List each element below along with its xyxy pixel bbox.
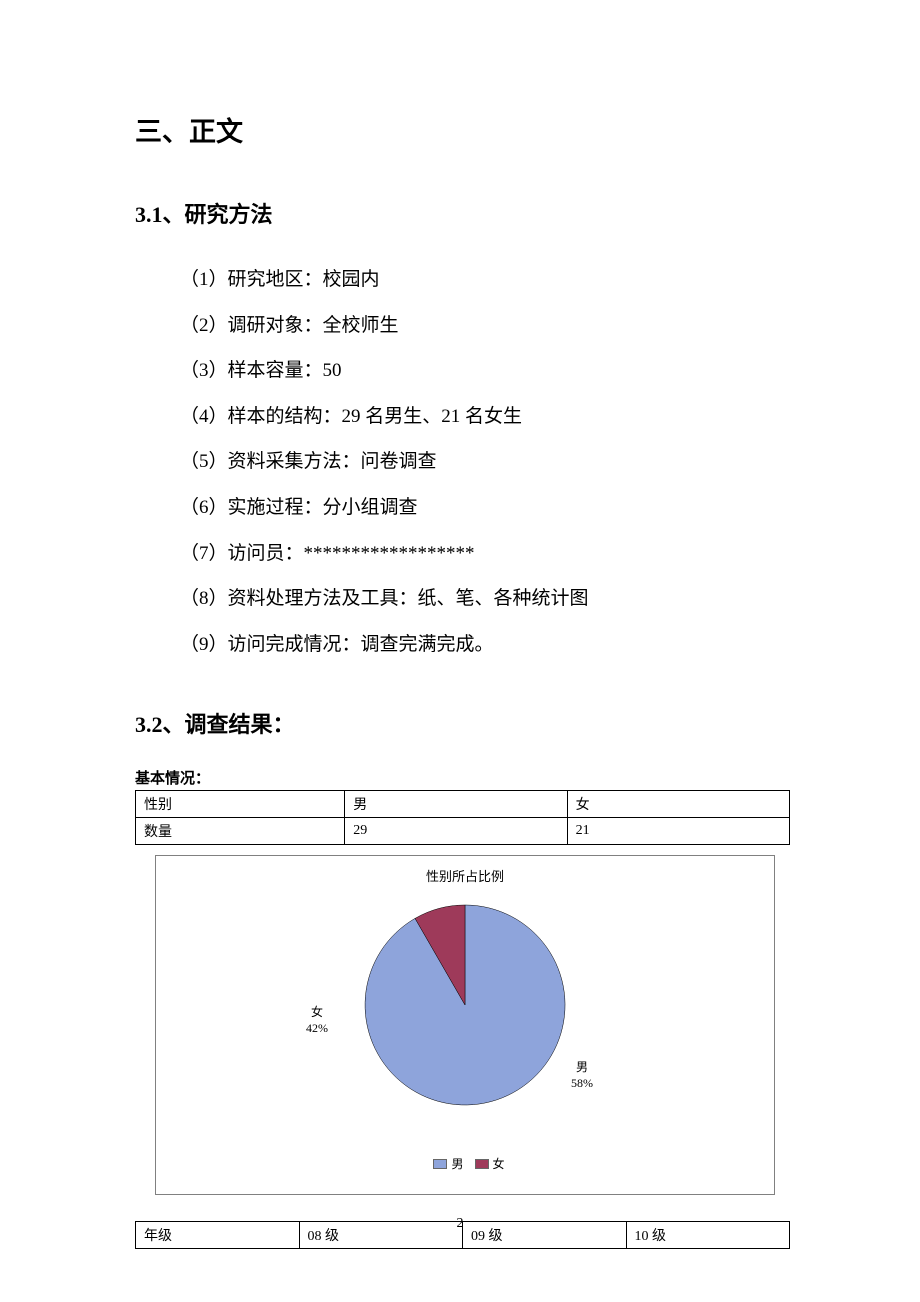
cell: 男 [345, 791, 567, 818]
pie-label-female-txt: 女 [311, 1005, 323, 1019]
pie-chart-container: 性别所占比例 男 58% 女 42% 男 女 [155, 855, 775, 1195]
heading-3-1: 3.1、研究方法 [135, 197, 790, 229]
heading-3-1-txt: 、研究方法 [163, 202, 273, 227]
heading-3-2: 3.2、调查结果： [135, 707, 790, 739]
pie-label-male-pct: 58% [571, 1076, 593, 1090]
gender-table: 性别 男 女 数量 29 21 [135, 790, 790, 845]
legend: 男 女 [156, 1155, 774, 1178]
legend-label-male: 男 [451, 1157, 463, 1171]
subhead-basic: 基本情况： [135, 767, 790, 788]
pie-label-male-txt: 男 [576, 1060, 588, 1074]
page-number: 2 [0, 1216, 920, 1232]
method-list: （1）研究地区：校园内 （2）调研对象：全校师生 （3）样本容量：50 （4）样… [135, 257, 790, 667]
list-item: （3）样本容量：50 [180, 348, 790, 394]
list-item: （9）访问完成情况：调查完满完成。 [180, 622, 790, 668]
cell: 性别 [136, 791, 345, 818]
list-item: （8）资料处理方法及工具：纸、笔、各种统计图 [180, 576, 790, 622]
list-item: （5）资料采集方法：问卷调查 [180, 439, 790, 485]
table-row: 性别 男 女 [136, 791, 790, 818]
pie-label-female: 女 42% [306, 1005, 328, 1036]
legend-swatch-female [475, 1159, 489, 1169]
cell: 数量 [136, 818, 345, 845]
list-item: （7）访问员：****************** [180, 531, 790, 577]
heading-3-2-txt: 、调查结果： [163, 712, 295, 737]
heading-3-2-num: 3.2 [135, 712, 163, 737]
cell: 29 [345, 818, 567, 845]
pie-label-male: 男 58% [571, 1060, 593, 1091]
heading-main: 三、正文 [135, 110, 790, 149]
list-item: （4）样本的结构：29 名男生、21 名女生 [180, 394, 790, 440]
cell: 女 [567, 791, 789, 818]
pie-label-female-pct: 42% [306, 1021, 328, 1035]
pie-svg [355, 895, 575, 1115]
table-row: 数量 29 21 [136, 818, 790, 845]
cell: 21 [567, 818, 789, 845]
pie-wrap: 男 58% 女 42% [156, 895, 774, 1155]
legend-label-female: 女 [493, 1157, 505, 1171]
list-item: （6）实施过程：分小组调查 [180, 485, 790, 531]
heading-3-1-num: 3.1 [135, 202, 163, 227]
list-item: （2）调研对象：全校师生 [180, 303, 790, 349]
list-item: （1）研究地区：校园内 [180, 257, 790, 303]
chart-title: 性别所占比例 [156, 856, 774, 885]
legend-swatch-male [433, 1159, 447, 1169]
